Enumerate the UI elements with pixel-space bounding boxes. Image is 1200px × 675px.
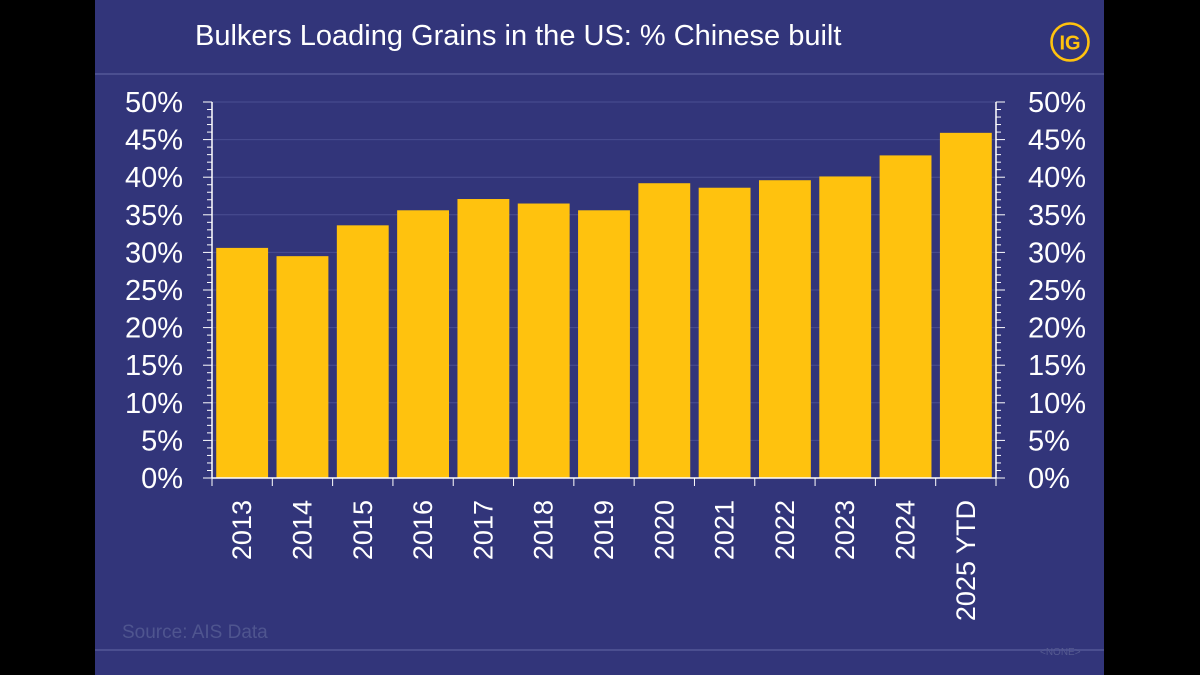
y-tick-label-left: 10% <box>125 388 183 420</box>
y-axis-left: 0% 5% 10% 15% 20% 25% 30% 35% 40% 45% 50% <box>125 87 183 495</box>
y-tick-label-right: 30% <box>1028 237 1086 269</box>
bar-2015 <box>336 225 389 478</box>
bar-2024 <box>879 155 932 478</box>
ig-logo: IG <box>1050 22 1090 62</box>
bars <box>216 132 992 478</box>
y-tick-label-left: 25% <box>125 275 183 307</box>
x-tick-label: 2024 <box>891 500 921 560</box>
watermark: <NONE> <box>1040 647 1081 658</box>
x-tick-label: 2016 <box>408 500 438 560</box>
bar-2019 <box>578 210 630 478</box>
bar-2020 <box>638 183 691 478</box>
x-tick-label: 2022 <box>770 500 800 560</box>
x-tick-label: 2013 <box>227 500 257 560</box>
y-tick-label-left: 5% <box>141 425 183 457</box>
bar-2023 <box>819 176 872 478</box>
ig-logo-ring <box>1050 22 1090 62</box>
x-tick-label: 2020 <box>649 500 679 560</box>
bar-2025-ytd <box>939 132 992 478</box>
y-tick-label-left: 45% <box>125 125 183 157</box>
y-tick-label-right: 15% <box>1028 350 1086 382</box>
y-tick-label-left: 20% <box>125 313 183 345</box>
y-tick-label-right: 45% <box>1028 125 1086 157</box>
x-tick-label: 2021 <box>710 500 740 560</box>
x-tick-label: 2014 <box>287 500 317 560</box>
x-tick-label: 2019 <box>589 500 619 560</box>
bar-2022 <box>758 180 811 478</box>
y-tick-label-right: 0% <box>1028 463 1070 495</box>
x-tick-label: 2025 YTD <box>951 500 981 621</box>
source-note: Source: AIS Data <box>122 622 268 643</box>
bar-2013 <box>216 247 269 478</box>
bar-2016 <box>397 210 450 478</box>
x-axis-labels: 2013 2014 2015 2016 2017 2018 2019 2020 2021 2022… <box>227 500 981 621</box>
y-tick-label-left: 15% <box>125 350 183 382</box>
axes <box>203 101 1005 486</box>
bar-2021 <box>698 187 751 478</box>
y-tick-label-left: 0% <box>141 463 183 495</box>
ig-logo-text: IG <box>1059 33 1080 55</box>
y-tick-label-right: 20% <box>1028 313 1086 345</box>
bar-2014 <box>276 256 329 478</box>
bar-2018 <box>517 203 570 478</box>
y-axis-right: 0% 5% 10% 15% 20% 25% 30% 35% 40% 45% 50% <box>1028 87 1086 495</box>
y-tick-label-right: 25% <box>1028 275 1086 307</box>
y-tick-label-left: 40% <box>125 162 183 194</box>
y-tick-label-right: 40% <box>1028 162 1086 194</box>
y-tick-label-left: 35% <box>125 200 183 232</box>
y-tick-label-left: 50% <box>125 87 183 119</box>
x-tick-label: 2015 <box>348 500 378 560</box>
x-tick-label: 2017 <box>468 500 498 560</box>
y-tick-label-right: 50% <box>1028 87 1086 119</box>
bar-2017 <box>457 199 510 478</box>
chart-title: Bulkers Loading Grains in the US: % Chin… <box>195 20 842 52</box>
y-tick-label-left: 30% <box>125 237 183 269</box>
x-tick-label: 2023 <box>830 500 860 560</box>
y-tick-label-right: 5% <box>1028 425 1070 457</box>
y-tick-label-right: 35% <box>1028 200 1086 232</box>
x-tick-label: 2018 <box>529 500 559 560</box>
y-tick-label-right: 10% <box>1028 388 1086 420</box>
